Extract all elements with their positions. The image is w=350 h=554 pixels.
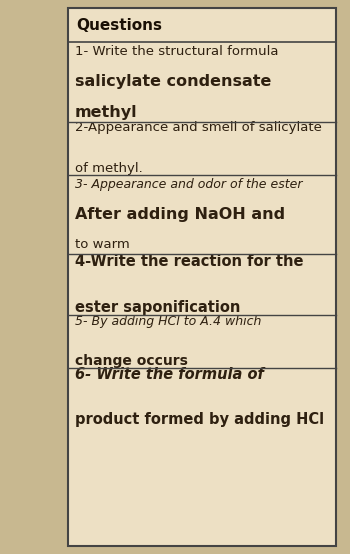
Text: ester saponification: ester saponification xyxy=(75,300,240,315)
Text: salicylate condensate: salicylate condensate xyxy=(75,74,271,89)
Text: 5- By adding HCl to A.4 which: 5- By adding HCl to A.4 which xyxy=(75,315,261,327)
Text: 3- Appearance and odor of the ester: 3- Appearance and odor of the ester xyxy=(75,178,302,191)
Text: product formed by adding HCl: product formed by adding HCl xyxy=(75,412,324,428)
Text: 1- Write the structural formula: 1- Write the structural formula xyxy=(75,45,279,58)
Text: of methyl.: of methyl. xyxy=(75,162,143,175)
Text: to warm: to warm xyxy=(75,238,130,251)
Text: 6- Write the formula of: 6- Write the formula of xyxy=(75,367,264,382)
Text: methyl: methyl xyxy=(75,105,138,120)
Text: Questions: Questions xyxy=(76,18,162,33)
Text: 2-Appearance and smell of salicylate: 2-Appearance and smell of salicylate xyxy=(75,121,322,135)
Text: change occurs: change occurs xyxy=(75,354,188,368)
Bar xyxy=(68,8,336,546)
Text: After adding NaOH and: After adding NaOH and xyxy=(75,207,285,222)
Text: 4-Write the reaction for the: 4-Write the reaction for the xyxy=(75,254,303,269)
